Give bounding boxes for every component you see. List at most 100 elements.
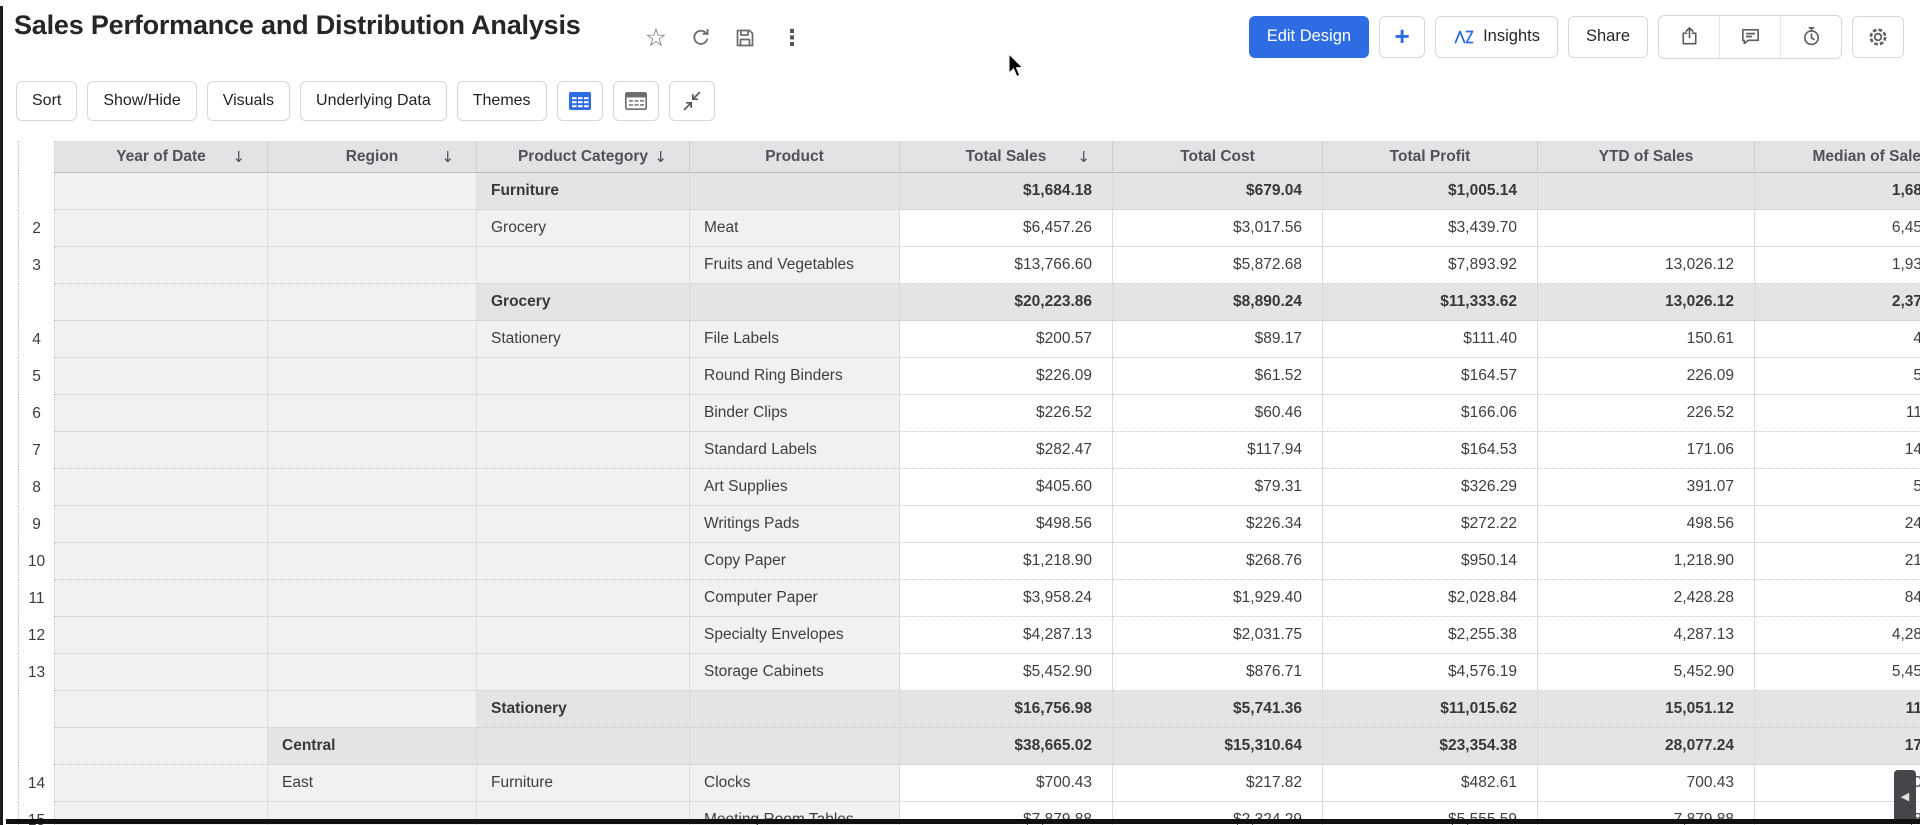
cell-sales[interactable]: $13,766.60 xyxy=(900,247,1113,284)
toolbar-button-sort[interactable]: Sort xyxy=(16,81,78,121)
cell-median[interactable]: 21 xyxy=(1755,543,1920,580)
cell-cost[interactable]: $268.76 xyxy=(1113,543,1323,580)
cell-product[interactable]: Storage Cabinets xyxy=(690,654,900,691)
cell-category[interactable]: Furniture xyxy=(477,173,690,210)
cell-sales[interactable]: $405.60 xyxy=(900,469,1113,506)
cell-year[interactable] xyxy=(55,321,268,358)
cell-sales[interactable]: $200.57 xyxy=(900,321,1113,358)
cell-product[interactable]: Specialty Envelopes xyxy=(690,617,900,654)
summary-view-icon[interactable] xyxy=(612,81,659,121)
cell-product[interactable]: Copy Paper xyxy=(690,543,900,580)
cell-sales[interactable]: $4,287.13 xyxy=(900,617,1113,654)
cell-ytd[interactable]: 226.09 xyxy=(1538,358,1755,395)
toolbar-button-themes[interactable]: Themes xyxy=(456,81,547,121)
cell-median[interactable]: 24 xyxy=(1755,506,1920,543)
cell-sales[interactable]: $6,457.26 xyxy=(900,210,1113,247)
cell-category[interactable] xyxy=(477,728,690,765)
cell-profit[interactable]: $23,354.38 xyxy=(1323,728,1538,765)
cell-ytd[interactable]: 5,452.90 xyxy=(1538,654,1755,691)
edit-design-button[interactable]: Edit Design xyxy=(1248,15,1370,58)
cell-year[interactable] xyxy=(55,432,268,469)
cell-product[interactable]: File Labels xyxy=(690,321,900,358)
cell-region[interactable] xyxy=(268,543,477,580)
column-header-ytd[interactable]: YTD of Sales xyxy=(1538,141,1755,173)
cell-region[interactable] xyxy=(268,469,477,506)
cell-ytd[interactable]: 1,218.90 xyxy=(1538,543,1755,580)
cell-region[interactable] xyxy=(268,247,477,284)
cell-cost[interactable]: $89.17 xyxy=(1113,321,1323,358)
cell-profit[interactable]: $272.22 xyxy=(1323,506,1538,543)
cell-median[interactable]: 5,45 xyxy=(1755,654,1920,691)
cell-year[interactable] xyxy=(55,728,268,765)
cell-category[interactable] xyxy=(477,358,690,395)
cell-median[interactable]: 1,93 xyxy=(1755,247,1920,284)
cell-category[interactable] xyxy=(477,432,690,469)
cell-year[interactable] xyxy=(55,247,268,284)
cell-profit[interactable]: $3,439.70 xyxy=(1323,210,1538,247)
cell-category[interactable]: Grocery xyxy=(477,284,690,321)
cell-profit[interactable]: $1,005.14 xyxy=(1323,173,1538,210)
export-icon[interactable] xyxy=(1659,15,1720,58)
cell-ytd[interactable] xyxy=(1538,173,1755,210)
column-header-profit[interactable]: Total Profit xyxy=(1323,141,1538,173)
cell-year[interactable] xyxy=(55,284,268,321)
cell-category[interactable] xyxy=(477,469,690,506)
cell-sales[interactable]: $1,218.90 xyxy=(900,543,1113,580)
cell-cost[interactable]: $1,929.40 xyxy=(1113,580,1323,617)
cell-ytd[interactable]: 4,287.13 xyxy=(1538,617,1755,654)
cell-profit[interactable]: $111.40 xyxy=(1323,321,1538,358)
cell-cost[interactable]: $2,031.75 xyxy=(1113,617,1323,654)
cell-region[interactable]: Central xyxy=(268,728,477,765)
cell-ytd[interactable]: 150.61 xyxy=(1538,321,1755,358)
cell-region[interactable] xyxy=(268,432,477,469)
cell-profit[interactable]: $2,255.38 xyxy=(1323,617,1538,654)
cell-profit[interactable]: $164.53 xyxy=(1323,432,1538,469)
cell-ytd[interactable]: 13,026.12 xyxy=(1538,247,1755,284)
sort-desc-icon[interactable]: ↓ xyxy=(654,147,667,166)
cell-ytd[interactable]: 15,051.12 xyxy=(1538,691,1755,728)
more-options-kebab-icon[interactable]: ⋮ xyxy=(781,25,803,51)
cell-profit[interactable]: $11,333.62 xyxy=(1323,284,1538,321)
cell-cost[interactable]: $5,741.36 xyxy=(1113,691,1323,728)
cell-product[interactable]: Clocks xyxy=(690,765,900,802)
cell-category[interactable] xyxy=(477,580,690,617)
cell-cost[interactable]: $679.04 xyxy=(1113,173,1323,210)
cell-sales[interactable]: $282.47 xyxy=(900,432,1113,469)
cell-cost[interactable]: $60.46 xyxy=(1113,395,1323,432)
cell-region[interactable] xyxy=(268,395,477,432)
cell-ytd[interactable] xyxy=(1538,210,1755,247)
cell-ytd[interactable]: 28,077.24 xyxy=(1538,728,1755,765)
settings-gear-icon[interactable] xyxy=(1852,15,1904,58)
cell-product[interactable]: Binder Clips xyxy=(690,395,900,432)
cell-median[interactable]: 2,37 xyxy=(1755,284,1920,321)
refresh-icon[interactable] xyxy=(687,24,715,52)
cell-median[interactable]: 1,68 xyxy=(1755,173,1920,210)
cell-sales[interactable]: $5,452.90 xyxy=(900,654,1113,691)
cell-year[interactable] xyxy=(55,691,268,728)
cell-product[interactable] xyxy=(690,173,900,210)
cell-ytd[interactable]: 498.56 xyxy=(1538,506,1755,543)
cell-median[interactable]: 5 xyxy=(1755,469,1920,506)
cell-sales[interactable]: $498.56 xyxy=(900,506,1113,543)
cell-region[interactable] xyxy=(268,321,477,358)
cell-cost[interactable]: $3,017.56 xyxy=(1113,210,1323,247)
cell-sales[interactable]: $226.09 xyxy=(900,358,1113,395)
collapse-panel-icon[interactable] xyxy=(668,81,715,121)
cell-median[interactable]: 84 xyxy=(1755,580,1920,617)
cell-category[interactable] xyxy=(477,543,690,580)
table-view-icon[interactable] xyxy=(556,81,603,121)
cell-median[interactable]: 6,45 xyxy=(1755,210,1920,247)
cell-category[interactable]: Furniture xyxy=(477,765,690,802)
cell-profit[interactable]: $950.14 xyxy=(1323,543,1538,580)
cell-median[interactable]: 11 xyxy=(1755,395,1920,432)
cell-median[interactable]: 14 xyxy=(1755,432,1920,469)
cell-year[interactable] xyxy=(55,210,268,247)
cell-ytd[interactable]: 13,026.12 xyxy=(1538,284,1755,321)
cell-product[interactable]: Computer Paper xyxy=(690,580,900,617)
cell-sales[interactable]: $700.43 xyxy=(900,765,1113,802)
cell-year[interactable] xyxy=(55,580,268,617)
cell-median[interactable]: 11 xyxy=(1755,691,1920,728)
cell-region[interactable]: East xyxy=(268,765,477,802)
save-icon[interactable] xyxy=(731,24,759,52)
cell-cost[interactable]: $15,310.64 xyxy=(1113,728,1323,765)
